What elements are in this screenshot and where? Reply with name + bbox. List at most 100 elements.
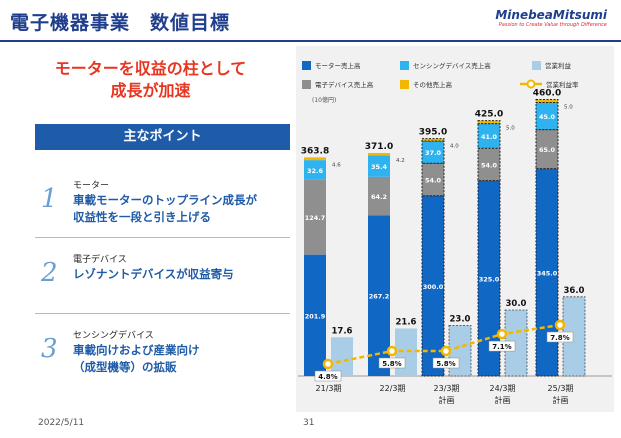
point-description-line2: 収益性を一段と引き上げる bbox=[73, 210, 211, 224]
divider bbox=[35, 237, 290, 238]
x-tick-label: 22/3期 bbox=[380, 384, 406, 393]
headline-line1: モーターを収益の柱として bbox=[54, 59, 247, 78]
data-label-margin: 7.1% bbox=[492, 343, 511, 351]
data-label-motor: 325.0 bbox=[479, 275, 500, 283]
bar-profit bbox=[504, 309, 528, 377]
page-title: 電子機器事業 数値目標 bbox=[10, 12, 231, 34]
bar-other bbox=[368, 153, 390, 156]
point-number: 2 bbox=[41, 258, 58, 288]
point-number: 3 bbox=[41, 334, 58, 364]
data-label-total: 363.8 bbox=[301, 146, 329, 156]
legend-swatch bbox=[400, 60, 409, 70]
points-title: 主なポイント bbox=[35, 124, 290, 150]
data-label-other: 4.0 bbox=[450, 144, 459, 150]
data-label-profit: 36.0 bbox=[564, 286, 585, 296]
bar-profit bbox=[331, 337, 353, 376]
bar-other bbox=[421, 138, 445, 142]
data-label-total: 425.0 bbox=[475, 110, 503, 120]
legend-electronic: 電子デバイス売上高 bbox=[302, 79, 373, 89]
point-item-1: 1 モーター 車載モーターのトップライン成長が 収益性を一段と引き上げる bbox=[35, 178, 290, 228]
data-label-electronic: 124.7 bbox=[305, 214, 326, 222]
data-label-sensing: 45.0 bbox=[539, 113, 556, 121]
data-label-motor: 345.0 bbox=[537, 269, 558, 277]
bar-other bbox=[304, 157, 326, 161]
bar-other bbox=[535, 99, 559, 104]
point-number: 1 bbox=[41, 184, 58, 214]
data-label-other: 4.2 bbox=[396, 158, 405, 164]
header-rule bbox=[0, 40, 621, 42]
margin-label-box bbox=[314, 370, 342, 382]
data-label-total: 371.0 bbox=[365, 142, 393, 152]
data-label-electronic: 65.0 bbox=[539, 146, 556, 154]
margin-label-box bbox=[546, 331, 574, 343]
x-tick-label: 25/3期 bbox=[548, 384, 574, 393]
legend-label: 営業利益率 bbox=[546, 81, 579, 89]
bar-sensing bbox=[368, 155, 390, 177]
data-label-sensing: 32.6 bbox=[307, 167, 324, 175]
data-label-motor: 300.0 bbox=[423, 283, 444, 291]
point-category: モーター bbox=[73, 181, 110, 191]
point-item-2: 2 電子デバイス レゾナントデバイスが収益寄与 bbox=[35, 252, 290, 292]
headline: モーターを収益の柱として 成長が加速 bbox=[8, 58, 293, 102]
bar-motor bbox=[368, 215, 390, 376]
divider bbox=[35, 313, 290, 314]
data-label-electronic: 54.0 bbox=[425, 176, 442, 184]
data-label-sensing: 35.4 bbox=[371, 163, 388, 171]
point-category: 電子デバイス bbox=[73, 255, 127, 265]
legend-profit: 営業利益 bbox=[532, 60, 571, 70]
data-label-profit: 21.6 bbox=[396, 317, 417, 327]
data-label-electronic: 54.0 bbox=[481, 161, 498, 169]
margin-marker bbox=[322, 358, 334, 370]
x-tick-label: 計画 bbox=[553, 395, 569, 405]
legend-label: モーター売上高 bbox=[315, 62, 361, 70]
x-tick-label: 23/3期 bbox=[434, 384, 460, 393]
data-label-other: 5.0 bbox=[506, 126, 515, 132]
legend-label: その他売上高 bbox=[413, 81, 452, 89]
point-category: センシングデバイス bbox=[73, 331, 154, 341]
data-label-total: 460.0 bbox=[533, 89, 561, 99]
legend-label: センシングデバイス売上高 bbox=[413, 62, 491, 70]
margin-marker bbox=[386, 345, 398, 357]
legend-label: 営業利益 bbox=[545, 62, 571, 70]
legend-swatch bbox=[532, 60, 541, 70]
footer-date: 2022/5/11 bbox=[38, 418, 85, 428]
legend-label: 電子デバイス売上高 bbox=[315, 81, 374, 89]
point-description-line2: （成型機等）の拡販 bbox=[73, 360, 177, 374]
legend-motor: モーター売上高 bbox=[302, 60, 361, 70]
brand-tagline: Passion to Create Value through Differen… bbox=[498, 22, 607, 28]
point-description: 車載モーターのトップライン成長が 収益性を一段と引き上げる bbox=[73, 192, 257, 226]
margin-label-box bbox=[432, 357, 460, 369]
margin-label-box bbox=[378, 357, 406, 369]
bar-electronic bbox=[304, 179, 326, 255]
point-description: 車載向けおよび産業向け （成型機等）の拡販 bbox=[73, 342, 200, 376]
bar-other bbox=[477, 120, 501, 125]
legend-other: その他売上高 bbox=[400, 79, 452, 89]
data-label-profit: 17.6 bbox=[332, 326, 353, 336]
data-label-margin: 4.8% bbox=[318, 373, 337, 381]
margin-label-box bbox=[488, 340, 516, 352]
point-item-3: 3 センシングデバイス 車載向けおよび産業向け （成型機等）の拡販 bbox=[35, 328, 290, 378]
data-label-electronic: 64.2 bbox=[371, 193, 387, 201]
point-description: レゾナントデバイスが収益寄与 bbox=[73, 266, 234, 283]
data-label-motor: 267.2 bbox=[369, 293, 390, 301]
data-label-margin: 5.8% bbox=[382, 360, 401, 368]
data-label-margin: 7.8% bbox=[550, 334, 569, 342]
legend-sensing: センシングデバイス売上高 bbox=[400, 60, 491, 70]
chart-panel: モーター売上高 センシングデバイス売上高 営業利益 電子デバイス売上高 その他売… bbox=[296, 46, 614, 412]
legend-swatch bbox=[302, 79, 311, 89]
legend-swatch bbox=[400, 79, 409, 89]
legend-margin: 営業利益率 bbox=[520, 79, 579, 89]
x-tick-label: 21/3期 bbox=[316, 384, 342, 393]
x-tick-label: 計画 bbox=[439, 395, 455, 405]
data-label-other: 4.6 bbox=[332, 162, 341, 168]
margin-marker bbox=[554, 319, 566, 331]
point-description-line1: レゾナントデバイスが収益寄与 bbox=[73, 267, 234, 281]
margin-marker bbox=[496, 328, 508, 340]
point-description-line1: 車載向けおよび産業向け bbox=[73, 343, 200, 357]
data-label-profit: 23.0 bbox=[450, 314, 471, 324]
bar-sensing bbox=[304, 160, 326, 180]
x-tick-label: 計画 bbox=[495, 395, 511, 405]
brand-name: MinebeaMitsumi bbox=[495, 8, 607, 22]
margin-marker bbox=[440, 345, 452, 357]
